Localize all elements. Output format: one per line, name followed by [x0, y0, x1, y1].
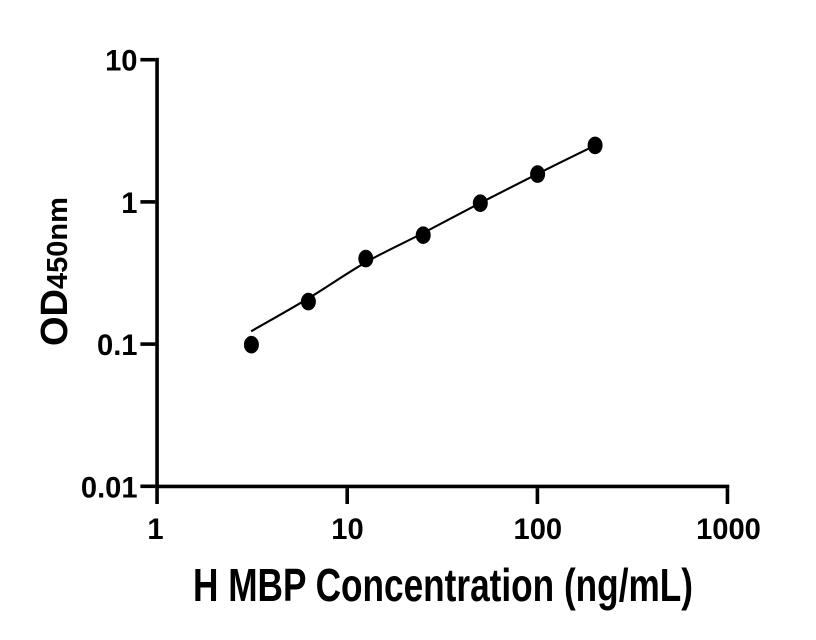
svg-text:H MBP Concentration (ng/mL): H MBP Concentration (ng/mL)	[193, 559, 693, 611]
svg-text:OD450nm: OD450nm	[34, 197, 76, 346]
svg-text:10: 10	[105, 45, 137, 78]
svg-text:0.01: 0.01	[81, 471, 138, 504]
svg-text:1000: 1000	[696, 513, 761, 546]
svg-text:1: 1	[121, 187, 137, 220]
svg-text:0.1: 0.1	[97, 329, 138, 362]
svg-text:10: 10	[331, 513, 363, 546]
svg-text:1: 1	[147, 513, 163, 546]
svg-text:100: 100	[514, 513, 563, 546]
